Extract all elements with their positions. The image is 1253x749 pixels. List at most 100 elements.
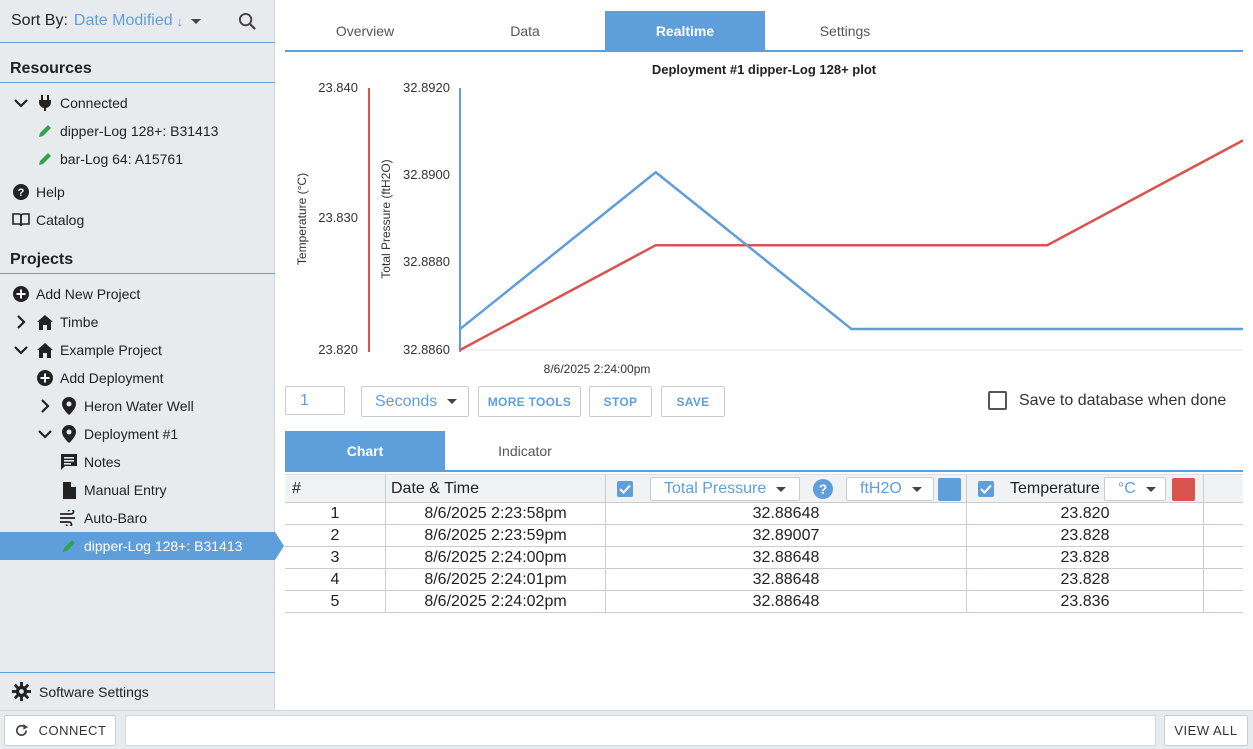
chevron-down-icon[interactable] <box>36 425 54 443</box>
search-icon[interactable] <box>238 12 257 36</box>
pressure-tick-label: 32.8900 <box>403 167 450 182</box>
tab-indicator[interactable]: Indicator <box>498 443 552 459</box>
tab-realtime[interactable]: Realtime <box>605 11 765 51</box>
help-item[interactable]: ? Help <box>12 178 65 206</box>
chevron-down-icon[interactable] <box>12 341 30 359</box>
cell-index: 2 <box>285 525 386 547</box>
device-label: bar-Log 64: A15761 <box>60 151 183 167</box>
manual-entry-label: Manual Entry <box>84 482 167 498</box>
svg-text:?: ? <box>18 187 25 199</box>
cell-temperature: 23.828 <box>967 525 1204 547</box>
stop-button[interactable]: STOP <box>589 386 652 417</box>
gear-icon <box>11 682 31 702</box>
home-icon <box>36 341 54 359</box>
pencil-icon <box>36 150 54 168</box>
col-temperature: Temperature °C <box>967 475 1204 503</box>
project-item-example[interactable]: Example Project <box>12 336 162 364</box>
pressure-visible-checkbox[interactable] <box>617 481 633 497</box>
sort-bar[interactable]: Sort By: Date Modified ↓ <box>0 0 275 43</box>
home-icon <box>36 313 54 331</box>
realtime-chart: 23.840 23.830 23.820 32.8920 32.8900 32.8880 3… <box>295 80 1243 376</box>
cell-temperature: 23.828 <box>967 569 1204 591</box>
chevron-down-icon[interactable] <box>191 18 202 24</box>
add-deployment-button[interactable]: Add Deployment <box>36 364 164 392</box>
interval-input[interactable]: 1 <box>285 386 345 415</box>
connect-button[interactable]: CONNECT <box>4 715 116 746</box>
connected-label: Connected <box>60 95 128 111</box>
temperature-series-line <box>459 139 1243 352</box>
col-datetime: Date & Time <box>386 475 606 503</box>
pressure-parameter-select[interactable]: Total Pressure <box>650 477 800 501</box>
notes-item[interactable]: Notes <box>60 448 121 476</box>
deployment-item-heron[interactable]: Heron Water Well <box>36 392 194 420</box>
device-item-dipper[interactable]: dipper-Log 128+: B31413 <box>36 117 218 145</box>
pressure-color-swatch[interactable] <box>938 477 961 501</box>
temperature-color-swatch[interactable] <box>1171 477 1195 501</box>
project-label: Timbe <box>60 314 99 330</box>
deployment-item-1[interactable]: Deployment #1 <box>36 420 178 448</box>
temperature-parameter-label: Temperature <box>1010 480 1100 497</box>
temperature-unit-select[interactable]: °C <box>1103 477 1166 501</box>
sort-direction-icon[interactable]: ↓ <box>176 13 184 29</box>
pressure-axis-label: Total Pressure (ftH2O) <box>379 159 393 278</box>
chevron-down-icon <box>911 486 922 492</box>
view-tabs: Chart Indicator <box>285 431 1243 472</box>
table-row[interactable]: 2 8/6/2025 2:23:59pm 32.89007 23.828 <box>285 525 1243 547</box>
temperature-visible-checkbox[interactable] <box>978 481 994 497</box>
add-project-label: Add New Project <box>36 286 141 302</box>
cell-datetime: 8/6/2025 2:23:58pm <box>386 503 606 525</box>
auto-baro-item[interactable]: Auto-Baro <box>60 504 147 532</box>
table-row[interactable]: 3 8/6/2025 2:24:00pm 32.88648 23.828 <box>285 547 1243 569</box>
manual-entry-item[interactable]: Manual Entry <box>60 476 166 504</box>
table-row[interactable]: 4 8/6/2025 2:24:01pm 32.88648 23.828 <box>285 569 1243 591</box>
chevron-right-icon[interactable] <box>12 313 30 331</box>
table-row[interactable]: 5 8/6/2025 2:24:02pm 32.88648 23.836 <box>285 591 1243 613</box>
plug-icon <box>36 94 54 112</box>
cell-datetime: 8/6/2025 2:24:01pm <box>386 569 606 591</box>
add-deployment-label: Add Deployment <box>60 370 164 386</box>
deployment-label: Heron Water Well <box>84 398 194 414</box>
more-tools-button[interactable]: MORE TOOLS <box>478 386 581 417</box>
device-item-barlog[interactable]: bar-Log 64: A15761 <box>36 145 183 173</box>
col-index: # <box>285 475 386 503</box>
pencil-icon <box>36 122 54 140</box>
tab-data[interactable]: Data <box>510 23 540 39</box>
help-icon[interactable]: ? <box>813 479 833 499</box>
plus-circle-icon <box>36 369 54 387</box>
view-all-button[interactable]: VIEW ALL <box>1164 715 1248 746</box>
tab-settings[interactable]: Settings <box>819 23 871 39</box>
resource-connected[interactable]: Connected <box>12 89 128 117</box>
save-button[interactable]: SAVE <box>661 386 725 417</box>
cell-index: 4 <box>285 569 386 591</box>
chevron-down-icon <box>1145 486 1156 492</box>
sort-value[interactable]: Date Modified <box>73 12 173 29</box>
status-message-field[interactable] <box>125 715 1156 746</box>
tab-chart[interactable]: Chart <box>285 431 445 471</box>
selected-device-item[interactable]: dipper-Log 128+: B31413 <box>0 532 275 560</box>
pressure-series-line <box>459 170 1243 331</box>
chevron-down-icon[interactable] <box>12 94 30 112</box>
save-to-db-toggle[interactable]: Save to database when done <box>988 391 1226 410</box>
catalog-item[interactable]: Catalog <box>12 206 84 234</box>
cell-temperature: 23.820 <box>967 503 1204 525</box>
pressure-tick-label: 32.8880 <box>403 254 450 269</box>
deployment-label: Deployment #1 <box>84 426 179 442</box>
cell-datetime: 8/6/2025 2:24:00pm <box>386 547 606 569</box>
interval-unit-select[interactable]: Seconds <box>361 386 469 417</box>
selected-device-label: dipper-Log 128+: B31413 <box>84 538 243 554</box>
chevron-right-icon[interactable] <box>36 397 54 415</box>
document-icon <box>60 481 78 499</box>
temperature-unit-value: °C <box>1117 480 1136 497</box>
cell-index: 1 <box>285 503 386 525</box>
map-pin-icon <box>60 397 78 415</box>
device-label: dipper-Log 128+: B31413 <box>60 123 219 139</box>
table-row[interactable]: 1 8/6/2025 2:23:58pm 32.88648 23.820 <box>285 503 1243 525</box>
add-project-button[interactable]: Add New Project <box>12 280 140 308</box>
pressure-tick-label: 32.8920 <box>403 80 450 95</box>
notes-label: Notes <box>84 454 121 470</box>
project-item-timbe[interactable]: Timbe <box>12 308 98 336</box>
save-to-db-checkbox[interactable] <box>988 391 1007 410</box>
software-settings-item[interactable]: Software Settings <box>0 672 275 710</box>
tab-overview[interactable]: Overview <box>335 23 395 39</box>
pressure-unit-select[interactable]: ftH2O <box>846 477 934 501</box>
